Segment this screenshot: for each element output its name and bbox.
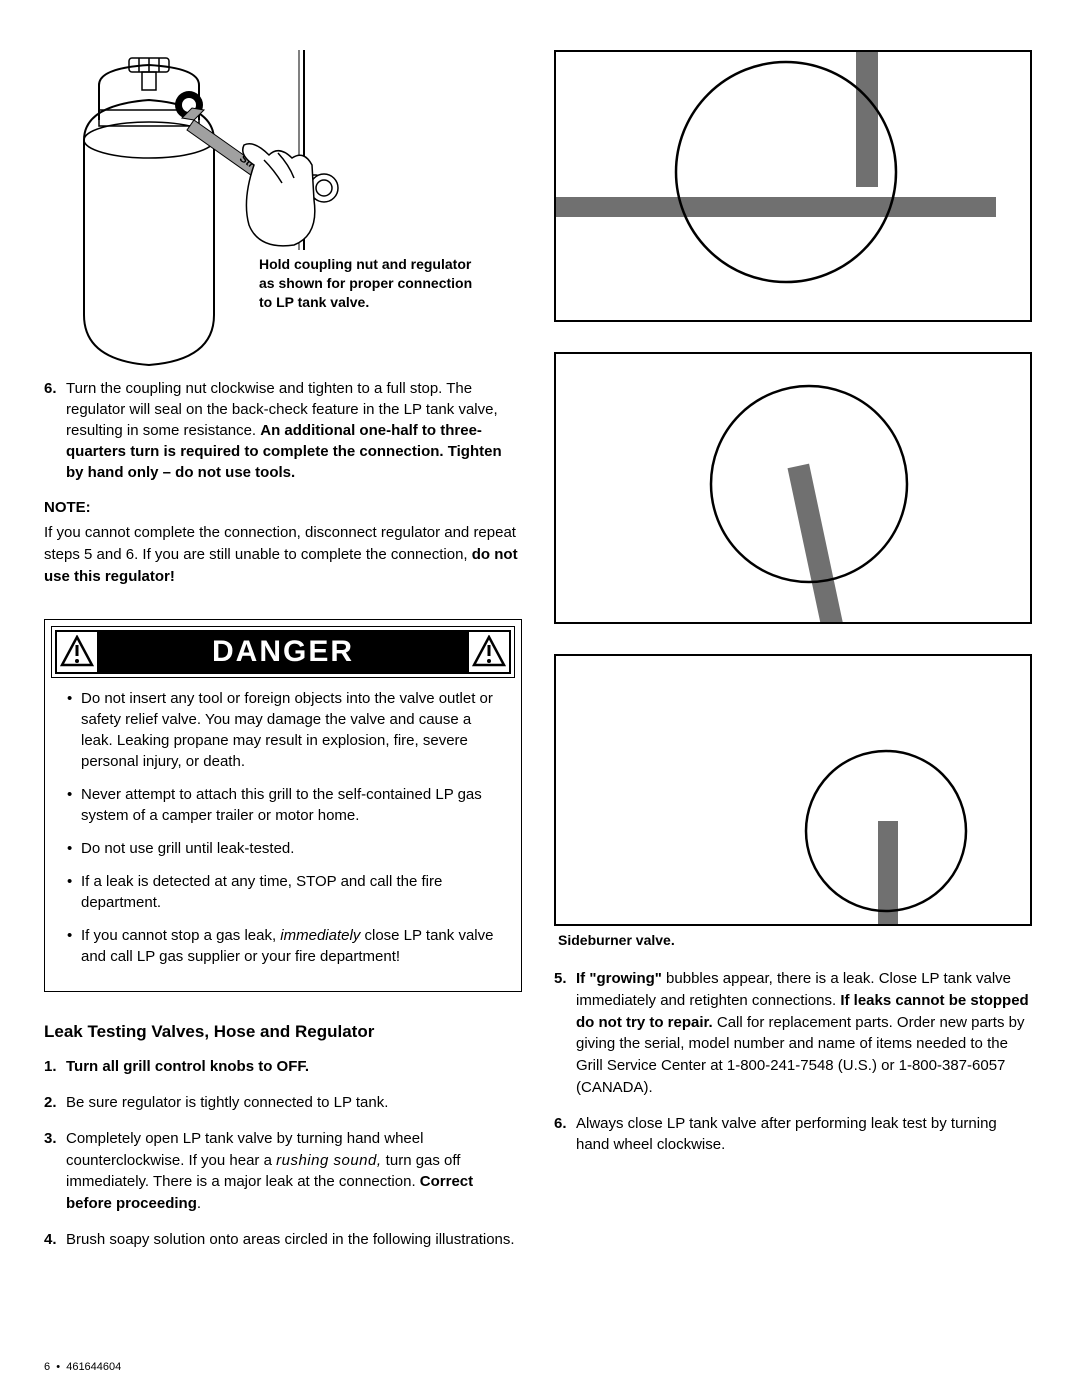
tank-figure-caption: Hold coupling nut and regulator as shown… (259, 255, 489, 312)
warning-triangle-icon (57, 632, 97, 672)
leak-test-step: 2. Be sure regulator is tightly connecte… (44, 1092, 522, 1114)
step-6: 6. Turn the coupling nut clockwise and t… (44, 378, 522, 483)
danger-bar: DANGER (51, 626, 515, 678)
leak-test-step: 3. Completely open LP tank valve by turn… (44, 1128, 522, 1215)
leak-test-figure-1 (554, 50, 1032, 322)
danger-box: DANGER Do not insert any tool or foreign… (44, 619, 522, 992)
leak-test-figure-3 (554, 654, 1032, 926)
danger-list: Do not insert any tool or foreign object… (67, 688, 503, 967)
note-heading: NOTE: (44, 499, 522, 516)
leak-test-step: 1. Turn all grill control knobs to OFF. (44, 1056, 522, 1078)
leak-test-heading: Leak Testing Valves, Hose and Regulator (44, 1022, 522, 1042)
danger-item: Never attempt to attach this grill to th… (67, 784, 503, 826)
leak-test-list-right: 5. If "growing" bubbles appear, there is… (554, 968, 1032, 1156)
warning-triangle-icon (469, 632, 509, 672)
note-body: If you cannot complete the connection, d… (44, 522, 522, 587)
leak-test-figure-2 (554, 352, 1032, 624)
footer: 6 • 461644604 (44, 1361, 121, 1373)
figure-3-caption: Sideburner valve. (558, 932, 1032, 948)
danger-word: DANGER (212, 635, 354, 669)
leak-test-list-left: 1. Turn all grill control knobs to OFF. … (44, 1056, 522, 1250)
tank-connection-figure: Straight Hold coupling nut and regul (44, 50, 522, 370)
danger-item: If you cannot stop a gas leak, immediate… (67, 925, 503, 967)
danger-item: Do not use grill until leak-tested. (67, 838, 503, 859)
danger-item: Do not insert any tool or foreign object… (67, 688, 503, 772)
leak-test-step: 4. Brush soapy solution onto areas circl… (44, 1229, 522, 1251)
leak-test-step: 5. If "growing" bubbles appear, there is… (554, 968, 1032, 1099)
danger-item: If a leak is detected at any time, STOP … (67, 871, 503, 913)
leak-test-step: 6. Always close LP tank valve after perf… (554, 1113, 1032, 1157)
